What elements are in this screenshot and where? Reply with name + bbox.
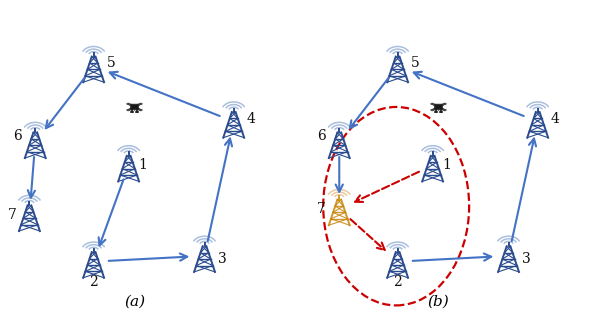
Ellipse shape xyxy=(443,103,446,105)
Text: 4: 4 xyxy=(247,112,255,126)
Text: 4: 4 xyxy=(551,112,559,126)
Text: 1: 1 xyxy=(139,158,148,172)
Ellipse shape xyxy=(438,109,440,111)
Text: 3: 3 xyxy=(218,252,226,266)
Text: 7: 7 xyxy=(7,208,16,222)
Text: 2: 2 xyxy=(393,275,402,289)
Ellipse shape xyxy=(139,103,142,105)
FancyBboxPatch shape xyxy=(130,104,139,110)
Text: 5: 5 xyxy=(411,56,420,70)
Ellipse shape xyxy=(134,109,136,111)
Text: (b): (b) xyxy=(427,294,449,308)
Text: 5: 5 xyxy=(107,56,116,70)
Text: 2: 2 xyxy=(89,275,98,289)
Ellipse shape xyxy=(430,103,434,105)
Text: 1: 1 xyxy=(443,158,452,172)
FancyBboxPatch shape xyxy=(434,104,443,110)
Text: 3: 3 xyxy=(522,252,530,266)
Ellipse shape xyxy=(139,110,142,111)
Ellipse shape xyxy=(443,110,446,111)
Text: (a): (a) xyxy=(124,294,145,308)
Ellipse shape xyxy=(126,103,130,105)
Text: 6: 6 xyxy=(13,129,22,143)
Ellipse shape xyxy=(126,110,130,111)
Text: 6: 6 xyxy=(317,129,326,143)
Text: 7: 7 xyxy=(317,202,326,216)
Ellipse shape xyxy=(430,110,434,111)
